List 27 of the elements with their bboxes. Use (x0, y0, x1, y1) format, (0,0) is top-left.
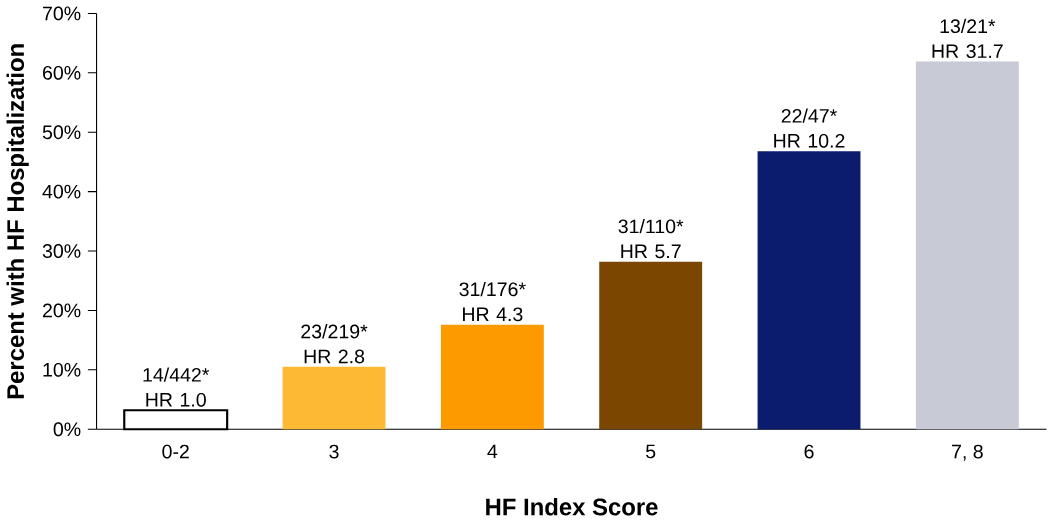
y-tick-label: 70% (43, 6, 81, 21)
x-tick-label: 7, 8 (952, 444, 983, 461)
y-tick-label: 30% (42, 244, 81, 258)
x-tick-label: 6 (804, 444, 814, 459)
data-label: 13/21* HR 31.7 (932, 18, 1003, 59)
bar (757, 151, 861, 430)
data-label: 31/176* HR 4.3 (459, 281, 526, 322)
y-tick-label: 10% (43, 362, 81, 377)
bar (599, 261, 703, 430)
x-tick-label: 0-2 (162, 444, 189, 459)
bar (915, 61, 1019, 430)
bar (440, 324, 544, 430)
data-label: 31/110* HR 5.7 (618, 218, 684, 259)
data-label: 14/442* HR 1.0 (143, 367, 210, 407)
x-axis-title: HF Index Score (486, 497, 658, 516)
y-tick-label: 50% (42, 125, 81, 140)
y-tick-label: 20% (43, 303, 81, 318)
y-tick-label: 60% (43, 65, 81, 80)
bar (282, 366, 386, 430)
x-tick-label: 4 (487, 444, 498, 459)
y-tick-label: 40% (42, 184, 81, 199)
y-axis-title: Percent with HF Hospitalization (6, 44, 29, 399)
data-label: 23/219* HR 2.8 (301, 324, 368, 364)
data-label: 22/47* HR 10.2 (774, 108, 845, 148)
y-tick-label: 0% (53, 422, 81, 437)
x-tick-label: 5 (646, 444, 656, 459)
x-tick-label: 3 (329, 444, 339, 459)
